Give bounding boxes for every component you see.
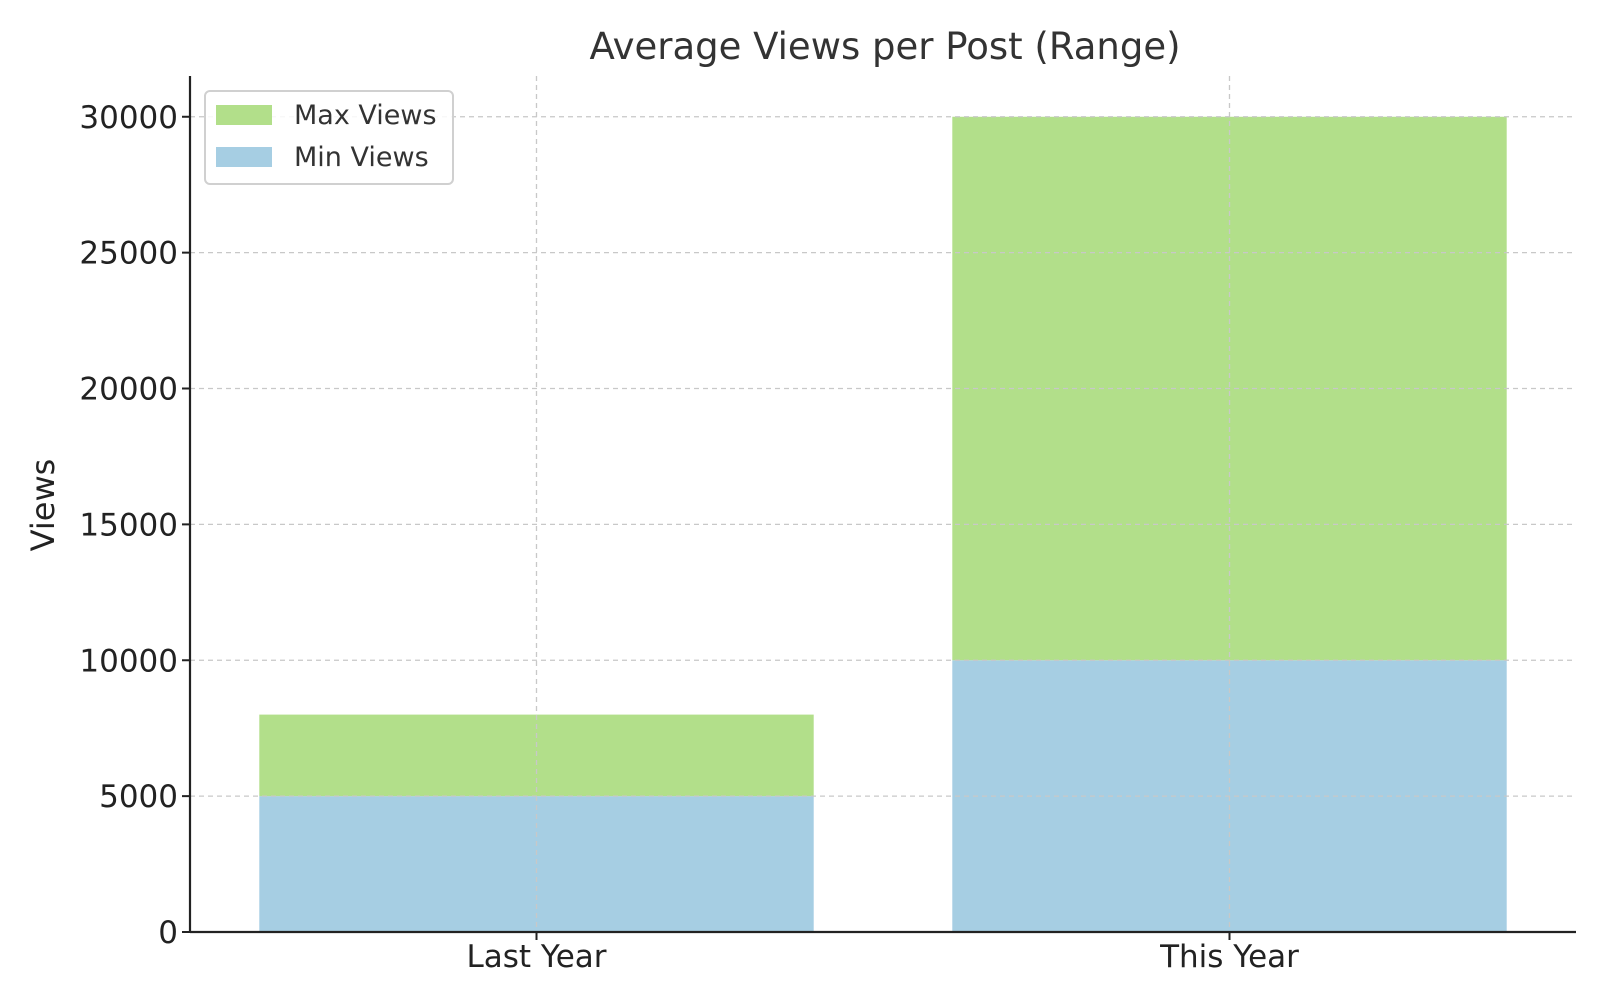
axes-layer — [188, 76, 1576, 934]
y-tick-label: 0 — [158, 915, 178, 951]
ticks-layer: 0 5000 10000 15000 20000 25000 30000 Last Year T… — [79, 100, 1299, 975]
legend: Max Views Min Views — [204, 90, 454, 185]
grid-layer — [190, 76, 1576, 932]
legend-label: Min Views — [294, 142, 429, 173]
chart-title: Average Views per Post (Range) — [589, 25, 1180, 68]
legend-swatch — [216, 105, 272, 125]
y-tick-label: 30000 — [79, 100, 178, 136]
y-tick-label: 10000 — [79, 643, 178, 679]
legend-swatch — [216, 147, 272, 167]
y-axis-label: Views — [24, 459, 62, 552]
x-tick-label: This Year — [1159, 939, 1299, 975]
legend-label: Max Views — [294, 100, 437, 131]
x-tick-label: Last Year — [466, 939, 606, 975]
y-tick-label: 5000 — [99, 779, 178, 815]
y-tick-label: 20000 — [79, 372, 178, 408]
y-tick-label: 15000 — [79, 507, 178, 543]
y-tick-label: 25000 — [79, 236, 178, 272]
